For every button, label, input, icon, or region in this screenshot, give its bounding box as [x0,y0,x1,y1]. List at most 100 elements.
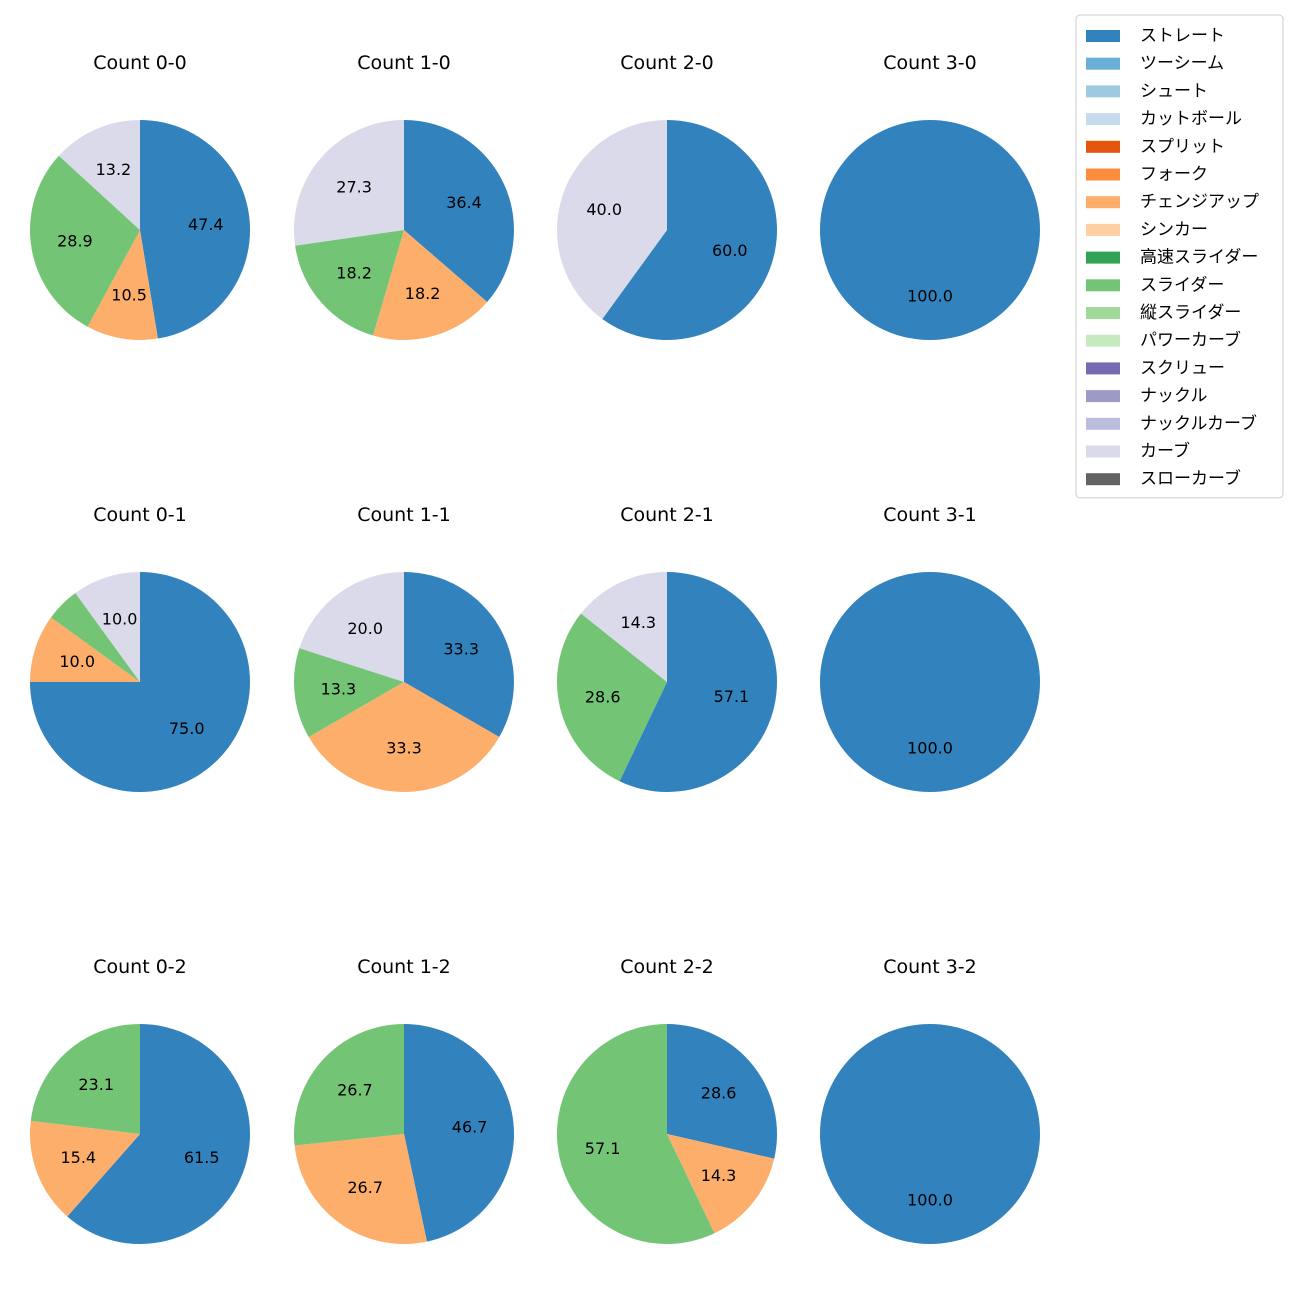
slice-label: 60.0 [712,241,748,260]
pie-slice-ストレート [404,120,514,303]
slice-label: 18.2 [336,264,372,283]
legend-swatch [1086,279,1120,292]
slice-label: 13.2 [96,160,132,179]
legend-swatch [1086,85,1120,98]
pie-count-2-0: Count 2-0 60.0 40.0 [556,52,777,340]
slice-label: 10.5 [111,286,147,305]
slice-label: 100.0 [907,1191,953,1210]
legend-frame [1075,14,1284,499]
pie-slice-カーブ [75,572,140,682]
slice-label: 57.1 [585,1139,621,1158]
pie-slice-ストレート [140,119,251,339]
legend-swatch [1086,113,1120,126]
pie-slice-スライダー [556,1024,715,1244]
legend-swatch [1086,57,1120,70]
pie-count-0-0: Count 0-0 47.4 10.5 28.9 13.2 [29,52,251,341]
pie-count-3-1: Count 3-1 100.0 [820,504,1040,792]
pie-title: Count 2-2 [620,956,714,978]
slice-label: 40.0 [586,200,622,219]
pie-count-1-0: Count 1-0 36.4 18.2 18.2 27.3 [294,52,514,340]
pie-slice-スライダー [30,1023,141,1134]
pie-slice-ストレート [820,572,1040,792]
pie-title: Count 3-2 [883,956,977,978]
slice-label: 47.4 [188,215,224,234]
slice-label: 26.7 [337,1080,373,1099]
legend-item-label: スライダー [1140,275,1224,295]
slice-label: 27.3 [336,177,372,196]
pie-slice-チェンジアップ [29,1120,141,1217]
slice-label: 46.7 [452,1118,488,1137]
pie-title: Count 1-0 [357,52,451,74]
pie-slice-スライダー [557,613,667,782]
pie-slice-ストレート [404,572,514,737]
slice-label: 57.1 [714,687,750,706]
pie-count-1-2: Count 1-2 46.7 26.7 26.7 [294,956,515,1245]
pie-slice-カーブ [58,120,141,230]
slice-label: 28.6 [585,687,621,706]
legend-item-label: ストレート [1140,26,1225,46]
legend-swatch [1086,417,1120,430]
pie-slice-カーブ [556,120,667,319]
pie-title: Count 2-0 [620,52,714,74]
legend-item-label: フォーク [1140,165,1208,185]
pie-slice-チェンジアップ [308,682,500,792]
pie-title: Count 1-2 [357,956,451,978]
pie-slice-ストレート [820,120,1040,340]
pie-count-2-1: Count 2-1 57.1 28.6 14.3 [557,504,778,792]
pie-title: Count 3-1 [883,504,977,526]
pie-count-2-2: Count 2-2 28.6 14.3 57.1 [556,956,778,1244]
pie-slice-チェンジアップ [373,230,488,340]
slice-label: 26.7 [347,1178,383,1197]
pie-slice-チェンジアップ [294,1134,427,1245]
legend-swatch [1086,390,1120,403]
legend-swatch [1086,307,1120,319]
slice-label: 33.3 [443,640,479,659]
pie-title: Count 0-2 [93,956,187,978]
pie-slice-ストレート [602,120,777,340]
legend-swatch [1086,251,1120,264]
pie-slice-カーブ [299,572,404,682]
pie-slice-ストレート [667,1024,778,1159]
pie-slice-カーブ [294,120,404,246]
slice-label: 75.0 [169,719,205,738]
legend-item-label: 高速スライダー [1140,248,1258,268]
slice-label: 36.4 [446,193,482,212]
legend-item-label: スクリュー [1140,358,1225,378]
slice-label: 33.3 [386,739,422,758]
pie-count-0-1: Count 0-1 75.0 10.0 10.0 [29,504,250,792]
pie-slice-ストレート [404,1024,515,1242]
legend-item-label: スローカーブ [1140,468,1241,489]
pie-charts: Count 0-0 47.4 10.5 28.9 13.2 Count 1-0 36.4 18… [29,52,1040,1245]
legend-item-label: ツーシーム [1140,54,1224,74]
pie-count-1-1: Count 1-1 33.3 33.3 13.3 20.0 [294,504,514,792]
legend-item-label: カットボール [1140,109,1242,129]
slice-label: 10.0 [59,652,95,671]
pie-slice-スライダー [294,648,404,737]
pie-slice-ストレート [820,1024,1040,1244]
legend-swatch [1086,445,1120,458]
pie-slice-スライダー [295,230,404,336]
pie-slice-チェンジアップ [667,1134,775,1234]
slice-label: 15.4 [60,1148,96,1167]
legend-item-label: スプリット [1140,137,1225,157]
pie-slice-スライダー [29,155,140,327]
legend-swatch [1086,30,1120,42]
legend-item-label: パワーカーブ [1140,330,1241,351]
legend-swatch [1086,473,1120,486]
pie-slice-ストレート [619,571,778,792]
pie-title: Count 1-1 [357,504,451,526]
legend: ストレートツーシームシュートカットボールスプリットフォークチェンジアップシンカー… [1075,14,1284,499]
slice-label: 18.2 [405,284,441,303]
legend-item-label: チェンジアップ [1140,192,1259,212]
pie-count-3-2: Count 3-2 100.0 [820,956,1040,1244]
pie-title: Count 2-1 [620,504,714,526]
pie-slice-チェンジアップ [87,230,158,341]
legend-item-label: ナックルカーブ [1140,413,1257,434]
legend-item-label: シュート [1140,81,1208,101]
legend-item-label: カーブ [1140,441,1190,462]
slice-label: 10.0 [102,610,138,629]
pie-slice-ストレート [67,1024,251,1244]
legend-swatch [1086,196,1120,209]
pie-count-0-2: Count 0-2 61.5 15.4 23.1 [29,956,251,1244]
